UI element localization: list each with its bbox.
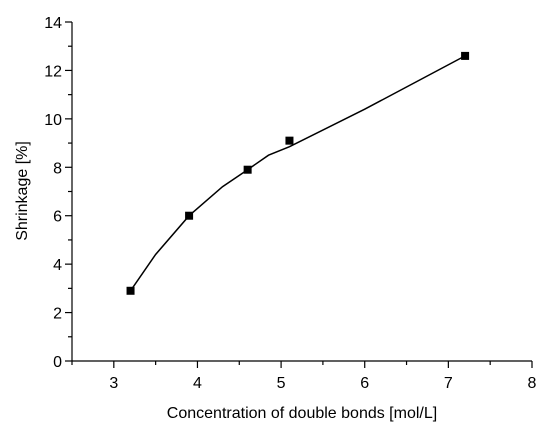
data-point: [185, 211, 194, 220]
y-tick-label: 2: [53, 306, 62, 323]
y-tick-label: 12: [44, 63, 62, 80]
data-point: [243, 165, 252, 174]
data-point: [461, 51, 470, 60]
x-tick-label: 8: [528, 375, 537, 392]
x-tick-label: 5: [277, 375, 286, 392]
x-axis-title: Concentration of double bonds [mol/L]: [167, 405, 437, 422]
y-tick-label: 0: [53, 354, 62, 371]
y-tick-label: 10: [44, 112, 62, 129]
fit-line: [129, 55, 466, 292]
y-axis-title: Shrinkage [%]: [14, 141, 31, 241]
data-point: [126, 286, 135, 295]
y-ticks: 0 2 4 6 8 10 12 14: [44, 15, 72, 371]
axes: [71, 22, 532, 362]
data-point: [285, 136, 294, 145]
x-tick-label: 7: [444, 375, 453, 392]
x-ticks: 3 4 5 6 7 8: [71, 361, 537, 392]
x-tick-label: 6: [360, 375, 369, 392]
y-tick-label: 8: [53, 160, 62, 177]
data-points: [126, 51, 470, 295]
y-tick-label: 4: [53, 257, 62, 274]
x-tick-label: 4: [193, 375, 202, 392]
y-tick-label: 14: [44, 15, 62, 32]
x-tick-label: 3: [109, 375, 118, 392]
fit-line-group: [129, 55, 466, 292]
y-tick-label: 6: [53, 209, 62, 226]
